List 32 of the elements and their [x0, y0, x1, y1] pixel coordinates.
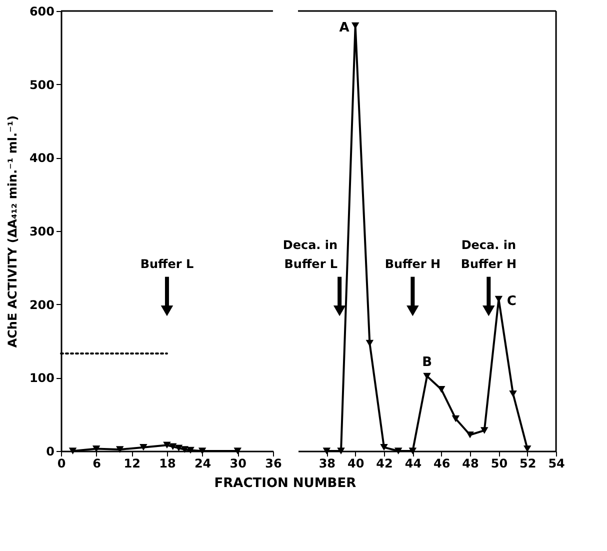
y-tick-label: 600 [29, 4, 54, 18]
x-tick-label: 44 [404, 456, 422, 470]
x-tick-label: 0 [57, 456, 66, 470]
x-tick-label: 38 [318, 456, 336, 470]
x-tick-label: 46 [434, 456, 450, 470]
x-tick-label: 6 [92, 456, 102, 470]
annotation: C [506, 294, 516, 310]
y-axis-title: AChE ACTIVITY (ΔA₄₁₂ min.⁻¹ ml.⁻¹) [5, 115, 20, 348]
x-tick-label: 54 [548, 456, 565, 470]
y-tick-label: 0 [46, 444, 54, 458]
x-tick-label: 36 [265, 456, 282, 470]
annotation: B [422, 355, 432, 370]
x-tick-label: 18 [159, 456, 176, 470]
x-tick-label: 52 [520, 456, 536, 470]
ref-line-label: Deca. in Buffer L [282, 238, 338, 271]
y-tick-label: 500 [29, 78, 54, 92]
ref-line-label: Buffer H [384, 256, 441, 271]
x-tick-label: 40 [347, 456, 364, 470]
ref-line-label: Buffer L [140, 256, 194, 271]
y-tick-label: 400 [29, 151, 54, 166]
y-tick-label: 200 [29, 298, 54, 312]
x-tick-label: 50 [490, 456, 508, 470]
x-tick-label: 12 [124, 456, 141, 470]
ref-line-label: Deca. in Buffer H [460, 238, 517, 271]
x-tick-label: 48 [462, 456, 479, 470]
x-tick-label: 42 [376, 456, 393, 470]
x-tick-label: 24 [194, 456, 212, 470]
annotation: A [339, 20, 350, 36]
y-tick-label: 100 [29, 371, 54, 386]
x-tick-label: 30 [230, 456, 246, 470]
x-axis-title: FRACTION NUMBER [214, 476, 356, 491]
y-tick-label: 300 [29, 224, 54, 238]
